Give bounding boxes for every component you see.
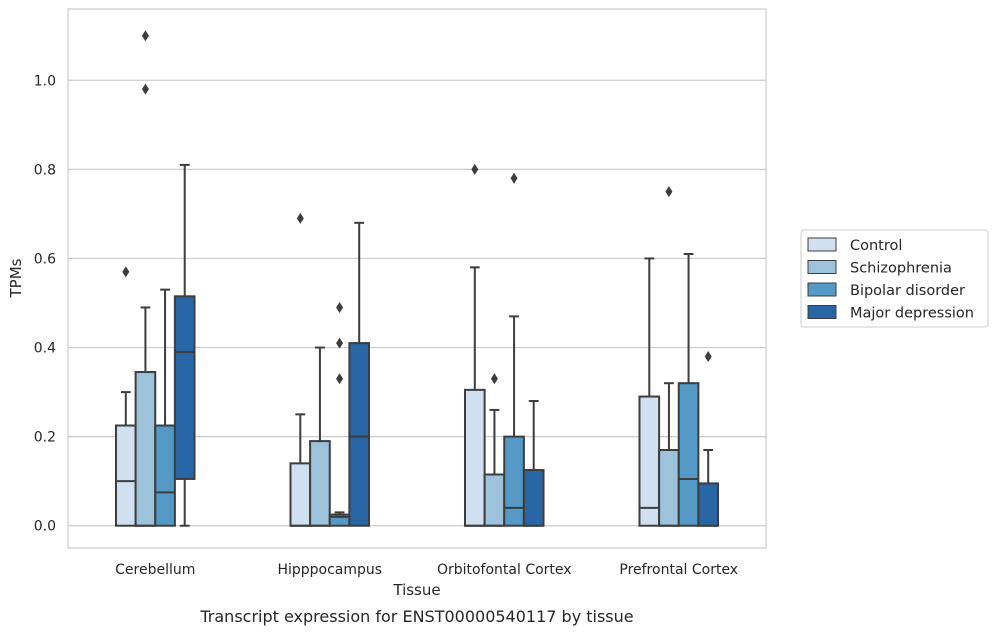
box-1-2 (289, 212, 312, 527)
outlier-marker (490, 373, 498, 385)
box-body (522, 469, 545, 527)
x-tick-label: Orbitofontal Cortex (437, 562, 572, 578)
outlier-marker (336, 301, 344, 313)
box-body (154, 424, 176, 527)
y-tick-label: 0.0 (34, 519, 56, 535)
y-axis-ticks: 0.0 0.2 0.4 0.6 0.8 1.0 (34, 73, 56, 534)
legend-entry: Schizophrenia (850, 261, 952, 277)
y-axis-title: TPMs (7, 258, 25, 298)
box-1-1 (114, 266, 137, 527)
box-body (289, 462, 312, 527)
box-body (677, 382, 700, 527)
outlier-marker (141, 30, 149, 42)
figure-caption: Transcript expression for ENST0000054011… (199, 607, 633, 626)
plot-frame (67, 8, 767, 549)
box-body (134, 371, 157, 527)
outlier-marker (336, 373, 344, 385)
legend-entry: Major depression (850, 306, 974, 322)
box-4-3 (522, 400, 545, 527)
y-tick-label: 0.6 (34, 251, 56, 267)
outlier-marker (141, 83, 149, 95)
legend-swatch (807, 305, 837, 319)
outlier-marker (510, 172, 518, 184)
box-2-4 (658, 186, 680, 527)
box-3-2 (328, 301, 351, 527)
box-3-3 (503, 172, 525, 527)
box-4-2 (348, 221, 371, 527)
x-axis-ticks: Cerebellum Hipppocampus Orbitofontal Corte… (115, 562, 738, 578)
outlier-marker (122, 266, 130, 278)
box-body (463, 388, 486, 527)
y-tick-label: 0.8 (34, 162, 56, 178)
legend-frame (800, 229, 989, 328)
box-1-3 (463, 163, 486, 527)
legend-entry: Control (850, 238, 902, 254)
box-body (309, 440, 331, 527)
box-2-1 (134, 30, 157, 527)
legend-swatch (807, 282, 837, 297)
box-body (658, 449, 680, 527)
box-2-2 (309, 346, 331, 527)
legend-swatch (807, 237, 837, 252)
boxes (114, 30, 720, 527)
outlier-marker (665, 186, 673, 198)
box-body (348, 342, 371, 527)
box-4-4 (697, 350, 720, 527)
box-2-3 (483, 373, 506, 527)
box-body (503, 435, 525, 527)
box-body (697, 482, 720, 527)
x-tick-label: Prefrontal Cortex (619, 562, 738, 578)
y-tick-label: 0.4 (34, 341, 56, 357)
x-tick-label: Hipppocampus (277, 562, 382, 578)
box-4-1 (173, 163, 196, 527)
outlier-marker (704, 350, 712, 362)
legend-swatch (807, 260, 837, 274)
box-body (638, 395, 661, 527)
box-body (483, 473, 506, 527)
outlier-marker (336, 337, 344, 349)
box-1-4 (638, 257, 661, 527)
legend-entry: Bipolar disorder (850, 283, 965, 299)
y-tick-label: 0.2 (34, 430, 56, 446)
y-tick-label: 1.0 (34, 73, 56, 89)
x-axis-title: Tissue (392, 581, 440, 599)
box-body (173, 295, 196, 480)
legend: Control Schizophrenia Bipolar disorder Majo… (800, 229, 989, 328)
box-body (114, 424, 137, 527)
box-3-1 (154, 288, 176, 527)
x-tick-label: Cerebellum (115, 562, 195, 578)
outlier-marker (296, 212, 304, 224)
outlier-marker (471, 163, 479, 175)
box-3-4 (677, 253, 700, 527)
